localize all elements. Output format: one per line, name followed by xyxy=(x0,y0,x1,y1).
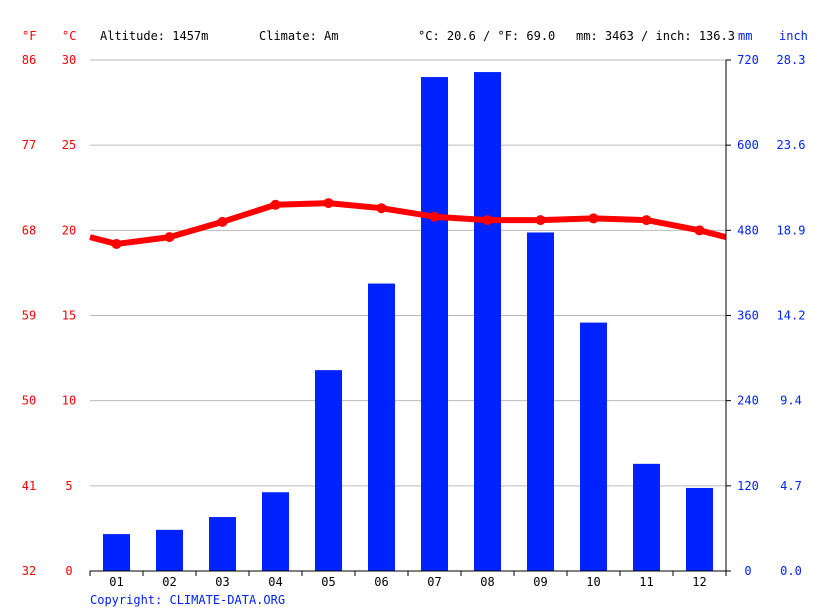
mm-tick-label: 720 xyxy=(737,53,759,67)
fahrenheit-tick-label: 86 xyxy=(22,53,36,67)
mm-tick-label: 120 xyxy=(737,479,759,493)
temperature-point xyxy=(270,199,281,210)
temperature-point xyxy=(217,216,228,227)
temperature-point xyxy=(482,215,493,226)
inch-tick-label: 14.2 xyxy=(777,309,806,323)
precipitation-bar xyxy=(262,492,289,571)
mm-tick-label: 360 xyxy=(737,309,759,323)
temperature-line xyxy=(89,198,727,249)
precipitation-bar xyxy=(633,463,660,571)
temperature-point xyxy=(164,232,175,243)
precipitation-bar xyxy=(156,529,183,571)
celsius-tick-label: 0 xyxy=(65,564,72,578)
fahrenheit-tick-label: 50 xyxy=(22,394,36,408)
precipitation-bar xyxy=(103,534,130,571)
mm-tick-label: 240 xyxy=(737,394,759,408)
month-tick-label: 12 xyxy=(692,575,706,589)
copyright-label: Copyright: CLIMATE-DATA.ORG xyxy=(90,593,285,607)
mm-unit-label: mm xyxy=(738,29,752,43)
month-tick-label: 02 xyxy=(162,575,176,589)
precipitation-bar xyxy=(209,517,236,571)
precipitation-bars xyxy=(103,72,713,572)
month-tick-label: 09 xyxy=(533,575,547,589)
temperature-point xyxy=(111,238,122,249)
month-tick-label: 08 xyxy=(480,575,494,589)
temperature-series-line xyxy=(89,200,727,247)
grid-lines xyxy=(90,59,726,487)
month-tick-label: 04 xyxy=(268,575,282,589)
temperature-average-label: °C: 20.6 / °F: 69.0 xyxy=(418,29,555,43)
mm-tick-label: 600 xyxy=(737,138,759,152)
precipitation-bar xyxy=(686,487,713,571)
month-tick-label: 07 xyxy=(427,575,441,589)
fahrenheit-tick-label: 77 xyxy=(22,138,36,152)
temperature-point xyxy=(641,215,652,226)
temperature-point xyxy=(376,203,387,214)
celsius-tick-label: 20 xyxy=(62,223,76,237)
fahrenheit-tick-label: 32 xyxy=(22,564,36,578)
precipitation-bar xyxy=(421,77,448,572)
temperature-point xyxy=(323,198,334,209)
temperature-point xyxy=(535,215,546,226)
inch-tick-label: 23.6 xyxy=(777,138,806,152)
temperature-point xyxy=(694,225,705,236)
month-tick-label: 05 xyxy=(321,575,335,589)
tick-labels: 32 0 0 0.0 41 5 120 4.7 50 10 240 9.4 59 15 360 14.2 68 2… xyxy=(22,53,806,589)
month-tick-label: 03 xyxy=(215,575,229,589)
mm-tick-label: 480 xyxy=(737,223,759,237)
month-tick-label: 06 xyxy=(374,575,388,589)
fahrenheit-unit-label: °F xyxy=(22,29,36,43)
precipitation-bar xyxy=(580,322,607,571)
precipitation-bar xyxy=(368,283,395,571)
temperature-point xyxy=(429,211,440,222)
inch-tick-label: 28.3 xyxy=(777,53,806,67)
month-tick-label: 10 xyxy=(586,575,600,589)
month-tick-label: 11 xyxy=(639,575,653,589)
fahrenheit-tick-label: 59 xyxy=(22,309,36,323)
precipitation-total-label: mm: 3463 / inch: 136.3 xyxy=(576,29,735,43)
celsius-tick-label: 30 xyxy=(62,53,76,67)
month-tick-label: 01 xyxy=(109,575,123,589)
celsius-tick-label: 5 xyxy=(65,479,72,493)
inch-tick-label: 0.0 xyxy=(780,564,802,578)
axes xyxy=(89,59,731,576)
inch-unit-label: inch xyxy=(779,29,808,43)
precipitation-bar xyxy=(315,370,342,571)
precipitation-bar xyxy=(527,232,554,571)
mm-tick-label: 0 xyxy=(744,564,751,578)
fahrenheit-tick-label: 68 xyxy=(22,223,36,237)
celsius-tick-label: 15 xyxy=(62,309,76,323)
temperature-point xyxy=(588,213,599,224)
celsius-unit-label: °C xyxy=(62,29,76,43)
climate-label: Climate: Am xyxy=(259,29,338,43)
celsius-tick-label: 10 xyxy=(62,394,76,408)
inch-tick-label: 18.9 xyxy=(777,223,806,237)
celsius-tick-label: 25 xyxy=(62,138,76,152)
fahrenheit-tick-label: 41 xyxy=(22,479,36,493)
altitude-label: Altitude: 1457m xyxy=(100,29,208,43)
precipitation-bar xyxy=(474,72,501,571)
inch-tick-label: 9.4 xyxy=(780,394,802,408)
inch-tick-label: 4.7 xyxy=(780,479,802,493)
